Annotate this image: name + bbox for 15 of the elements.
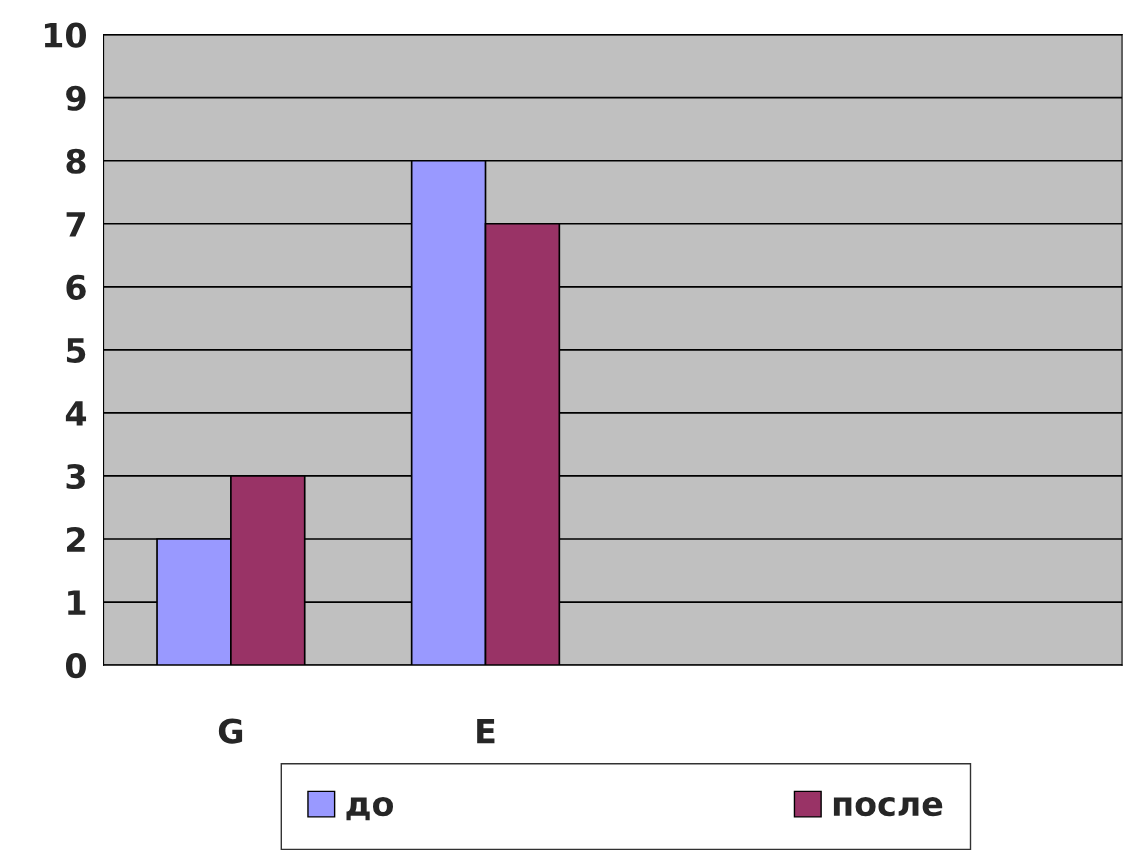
legend-label: после xyxy=(833,797,943,817)
y-tick-label: 10 xyxy=(44,22,86,48)
y-tick-label: 6 xyxy=(66,274,86,300)
y-tick-label: 2 xyxy=(67,526,85,552)
y-tick-label: 8 xyxy=(66,148,86,174)
y-tick-label: 0 xyxy=(65,653,86,679)
y-tick-label: 7 xyxy=(66,212,85,237)
y-tick-label: 3 xyxy=(66,463,85,490)
legend-label: до xyxy=(346,797,394,821)
y-tick-label: 9 xyxy=(66,85,86,111)
y-tick-label: 4 xyxy=(65,401,87,426)
y-tick-label: 1 xyxy=(68,590,86,615)
x-tick-label: E xyxy=(477,718,495,744)
x-tick-label: G xyxy=(218,718,243,744)
y-tick-label: 5 xyxy=(66,338,86,363)
